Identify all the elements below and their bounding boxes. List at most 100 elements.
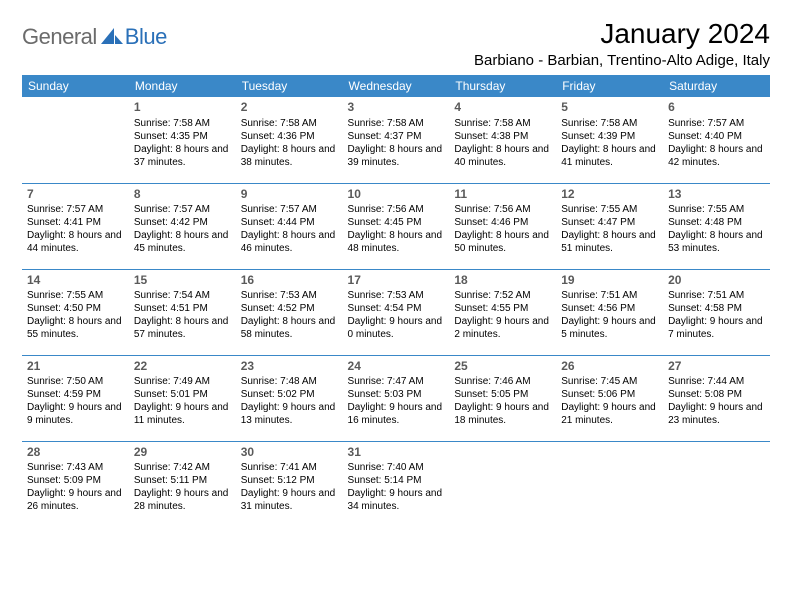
sunset-line: Sunset: 4:41 PM [27, 216, 124, 229]
calendar-day-cell [22, 97, 129, 183]
daylight-line: Daylight: 8 hours and 41 minutes. [561, 143, 658, 169]
sunset-line: Sunset: 5:08 PM [668, 388, 765, 401]
sunrise-line: Sunrise: 7:57 AM [241, 203, 338, 216]
sunset-line: Sunset: 4:52 PM [241, 302, 338, 315]
calendar-day-cell: 19Sunrise: 7:51 AMSunset: 4:56 PMDayligh… [556, 269, 663, 355]
sunset-line: Sunset: 4:36 PM [241, 130, 338, 143]
sunset-line: Sunset: 5:12 PM [241, 474, 338, 487]
sunrise-line: Sunrise: 7:58 AM [561, 117, 658, 130]
sunset-line: Sunset: 5:11 PM [134, 474, 231, 487]
daylight-line: Daylight: 8 hours and 46 minutes. [241, 229, 338, 255]
calendar-week-row: 14Sunrise: 7:55 AMSunset: 4:50 PMDayligh… [22, 269, 770, 355]
sunset-line: Sunset: 5:02 PM [241, 388, 338, 401]
day-number: 3 [348, 100, 445, 116]
calendar-header-row: SundayMondayTuesdayWednesdayThursdayFrid… [22, 75, 770, 97]
calendar-day-cell: 26Sunrise: 7:45 AMSunset: 5:06 PMDayligh… [556, 355, 663, 441]
sunset-line: Sunset: 4:37 PM [348, 130, 445, 143]
sunset-line: Sunset: 5:09 PM [27, 474, 124, 487]
daylight-line: Daylight: 8 hours and 38 minutes. [241, 143, 338, 169]
sunrise-line: Sunrise: 7:40 AM [348, 461, 445, 474]
sunset-line: Sunset: 4:56 PM [561, 302, 658, 315]
calendar-day-cell: 17Sunrise: 7:53 AMSunset: 4:54 PMDayligh… [343, 269, 450, 355]
sunrise-line: Sunrise: 7:51 AM [561, 289, 658, 302]
day-number: 4 [454, 100, 551, 116]
sunset-line: Sunset: 4:50 PM [27, 302, 124, 315]
sunset-line: Sunset: 4:44 PM [241, 216, 338, 229]
sunrise-line: Sunrise: 7:49 AM [134, 375, 231, 388]
day-header: Thursday [449, 75, 556, 97]
daylight-line: Daylight: 8 hours and 57 minutes. [134, 315, 231, 341]
sunset-line: Sunset: 5:06 PM [561, 388, 658, 401]
calendar-day-cell: 9Sunrise: 7:57 AMSunset: 4:44 PMDaylight… [236, 183, 343, 269]
sunset-line: Sunset: 4:35 PM [134, 130, 231, 143]
calendar-week-row: 28Sunrise: 7:43 AMSunset: 5:09 PMDayligh… [22, 441, 770, 527]
day-number: 25 [454, 359, 551, 375]
daylight-line: Daylight: 8 hours and 45 minutes. [134, 229, 231, 255]
calendar-day-cell: 12Sunrise: 7:55 AMSunset: 4:47 PMDayligh… [556, 183, 663, 269]
sunrise-line: Sunrise: 7:43 AM [27, 461, 124, 474]
calendar-day-cell: 24Sunrise: 7:47 AMSunset: 5:03 PMDayligh… [343, 355, 450, 441]
day-number: 11 [454, 187, 551, 203]
day-number: 26 [561, 359, 658, 375]
calendar-day-cell: 22Sunrise: 7:49 AMSunset: 5:01 PMDayligh… [129, 355, 236, 441]
calendar-week-row: 7Sunrise: 7:57 AMSunset: 4:41 PMDaylight… [22, 183, 770, 269]
logo-text-blue: Blue [125, 24, 167, 50]
calendar-week-row: 1Sunrise: 7:58 AMSunset: 4:35 PMDaylight… [22, 97, 770, 183]
sunset-line: Sunset: 4:47 PM [561, 216, 658, 229]
day-number: 28 [27, 445, 124, 461]
location-subtitle: Barbiano - Barbian, Trentino-Alto Adige,… [474, 52, 770, 69]
sunrise-line: Sunrise: 7:54 AM [134, 289, 231, 302]
daylight-line: Daylight: 8 hours and 44 minutes. [27, 229, 124, 255]
calendar-day-cell: 5Sunrise: 7:58 AMSunset: 4:39 PMDaylight… [556, 97, 663, 183]
sunset-line: Sunset: 4:54 PM [348, 302, 445, 315]
day-header: Sunday [22, 75, 129, 97]
calendar-day-cell: 23Sunrise: 7:48 AMSunset: 5:02 PMDayligh… [236, 355, 343, 441]
sunset-line: Sunset: 4:59 PM [27, 388, 124, 401]
page-header: General Blue January 2024 Barbiano - Bar… [22, 18, 770, 69]
calendar-day-cell: 13Sunrise: 7:55 AMSunset: 4:48 PMDayligh… [663, 183, 770, 269]
calendar-day-cell: 10Sunrise: 7:56 AMSunset: 4:45 PMDayligh… [343, 183, 450, 269]
sunrise-line: Sunrise: 7:45 AM [561, 375, 658, 388]
calendar-day-cell: 21Sunrise: 7:50 AMSunset: 4:59 PMDayligh… [22, 355, 129, 441]
day-number: 15 [134, 273, 231, 289]
calendar-day-cell [449, 441, 556, 527]
day-header: Wednesday [343, 75, 450, 97]
day-number: 30 [241, 445, 338, 461]
sunset-line: Sunset: 4:51 PM [134, 302, 231, 315]
month-title: January 2024 [474, 18, 770, 50]
sunrise-line: Sunrise: 7:57 AM [668, 117, 765, 130]
daylight-line: Daylight: 9 hours and 9 minutes. [27, 401, 124, 427]
daylight-line: Daylight: 9 hours and 18 minutes. [454, 401, 551, 427]
calendar-day-cell: 15Sunrise: 7:54 AMSunset: 4:51 PMDayligh… [129, 269, 236, 355]
day-number: 12 [561, 187, 658, 203]
sunset-line: Sunset: 4:58 PM [668, 302, 765, 315]
logo: General Blue [22, 18, 167, 50]
daylight-line: Daylight: 9 hours and 5 minutes. [561, 315, 658, 341]
day-number: 16 [241, 273, 338, 289]
calendar-day-cell: 30Sunrise: 7:41 AMSunset: 5:12 PMDayligh… [236, 441, 343, 527]
calendar-day-cell: 25Sunrise: 7:46 AMSunset: 5:05 PMDayligh… [449, 355, 556, 441]
daylight-line: Daylight: 9 hours and 23 minutes. [668, 401, 765, 427]
calendar-day-cell: 28Sunrise: 7:43 AMSunset: 5:09 PMDayligh… [22, 441, 129, 527]
sunset-line: Sunset: 5:01 PM [134, 388, 231, 401]
sunset-line: Sunset: 5:03 PM [348, 388, 445, 401]
day-number: 31 [348, 445, 445, 461]
day-number: 5 [561, 100, 658, 116]
day-header: Saturday [663, 75, 770, 97]
sunset-line: Sunset: 4:40 PM [668, 130, 765, 143]
day-header: Tuesday [236, 75, 343, 97]
sunrise-line: Sunrise: 7:58 AM [348, 117, 445, 130]
daylight-line: Daylight: 8 hours and 51 minutes. [561, 229, 658, 255]
calendar-day-cell: 7Sunrise: 7:57 AMSunset: 4:41 PMDaylight… [22, 183, 129, 269]
calendar-body: 1Sunrise: 7:58 AMSunset: 4:35 PMDaylight… [22, 97, 770, 527]
daylight-line: Daylight: 9 hours and 13 minutes. [241, 401, 338, 427]
day-number: 23 [241, 359, 338, 375]
calendar-day-cell: 1Sunrise: 7:58 AMSunset: 4:35 PMDaylight… [129, 97, 236, 183]
daylight-line: Daylight: 8 hours and 53 minutes. [668, 229, 765, 255]
sunset-line: Sunset: 4:38 PM [454, 130, 551, 143]
sunset-line: Sunset: 5:05 PM [454, 388, 551, 401]
sunrise-line: Sunrise: 7:58 AM [454, 117, 551, 130]
sunrise-line: Sunrise: 7:52 AM [454, 289, 551, 302]
sunrise-line: Sunrise: 7:55 AM [561, 203, 658, 216]
day-number: 7 [27, 187, 124, 203]
